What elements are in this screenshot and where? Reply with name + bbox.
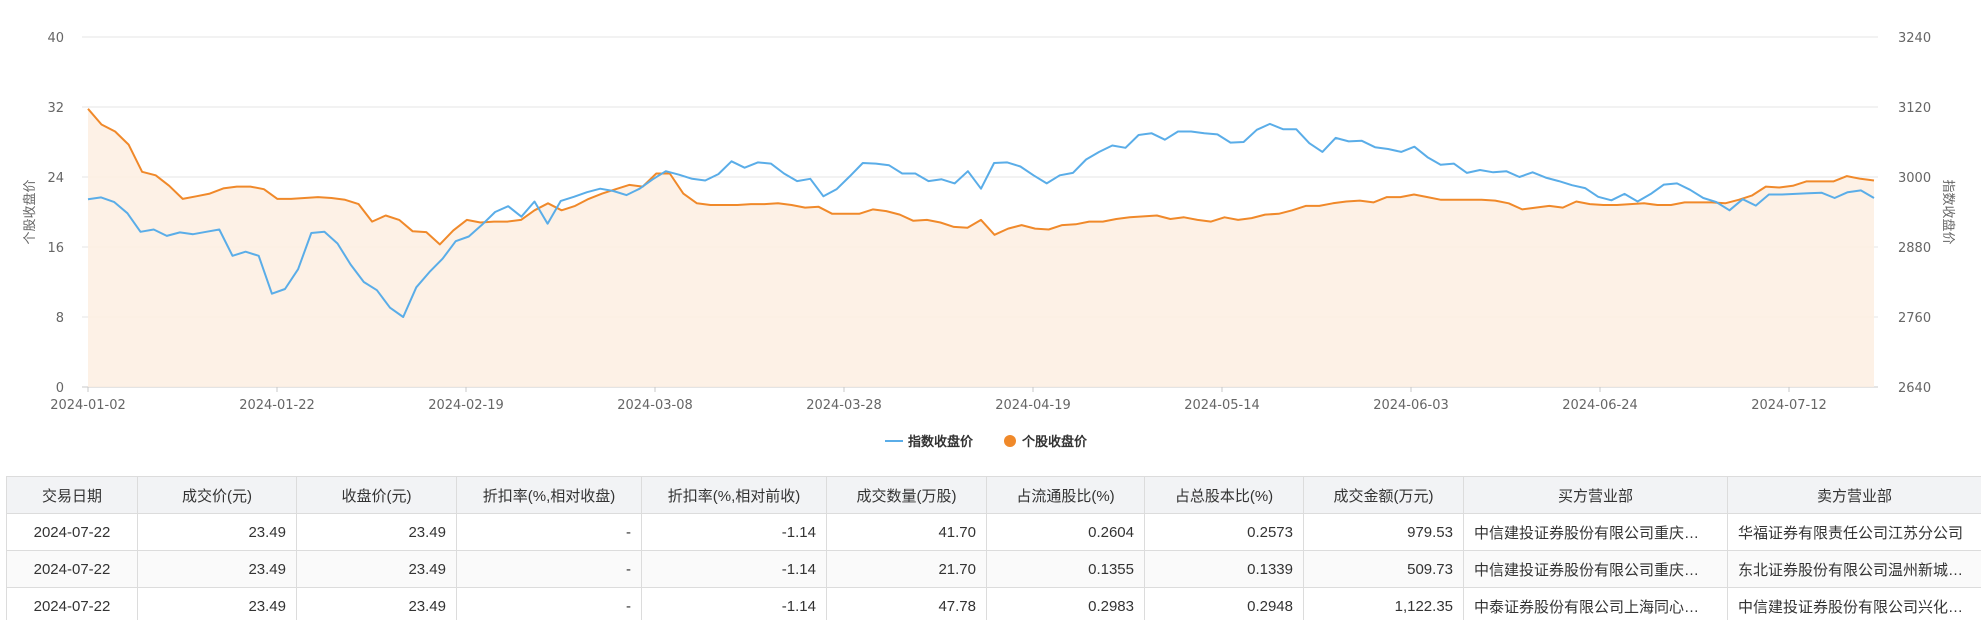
cell-seller: 华福证券有限责任公司江苏分公司 xyxy=(1727,513,1981,551)
block-trade-table-container: 交易日期 成交价(元) 收盘价(元) 折扣率(%,相对收盘) 折扣率(%,相对前… xyxy=(6,476,1981,620)
x-tick-label: 2024-03-08 xyxy=(617,398,693,413)
cell-volume: 41.70 xyxy=(826,513,987,551)
cell-total-ratio: 0.1339 xyxy=(1144,550,1304,588)
table-row: 2024-07-22 23.49 23.49 - -1.14 47.78 0.2… xyxy=(6,587,1981,620)
table-row: 2024-07-22 23.49 23.49 - -1.14 21.70 0.1… xyxy=(6,550,1981,588)
cell-close-price: 23.49 xyxy=(296,550,457,588)
cell-seller: 东北证券股份有限公司温州新城… xyxy=(1727,550,1981,588)
y-right-tick-label: 2640 xyxy=(1898,381,1931,396)
cell-trade-date: 2024-07-22 xyxy=(6,513,138,551)
header-discount-close: 折扣率(%,相对收盘) xyxy=(456,476,642,514)
y-right-tick-label: 3000 xyxy=(1898,171,1931,186)
x-tick-label: 2024-07-12 xyxy=(1751,398,1827,413)
x-tick-label: 2024-06-03 xyxy=(1373,398,1449,413)
cell-total-ratio: 0.2573 xyxy=(1144,513,1304,551)
legend-index-label: 指数收盘价 xyxy=(908,434,974,450)
x-tick-label: 2024-05-14 xyxy=(1184,398,1260,413)
y-left-tick-label: 32 xyxy=(47,101,64,116)
header-float-ratio: 占流通股比(%) xyxy=(986,476,1145,514)
header-trade-date: 交易日期 xyxy=(6,476,138,514)
cell-trade-date: 2024-07-22 xyxy=(6,587,138,620)
cell-discount-close: - xyxy=(456,550,642,588)
y-left-tick-label: 40 xyxy=(47,31,64,46)
cell-float-ratio: 0.1355 xyxy=(986,550,1145,588)
y-right-tick-label: 3240 xyxy=(1898,31,1931,46)
cell-trade-date: 2024-07-22 xyxy=(6,550,138,588)
stock-series-area xyxy=(88,108,1874,388)
cell-float-ratio: 0.2604 xyxy=(986,513,1145,551)
cell-volume: 21.70 xyxy=(826,550,987,588)
legend-stock-marker xyxy=(1004,435,1016,447)
cell-discount-prev: -1.14 xyxy=(641,513,827,551)
cell-close-price: 23.49 xyxy=(296,587,457,620)
chart-svg: 0816243240264027602880300031203240个股收盘价指… xyxy=(22,31,1956,450)
legend-stock-label: 个股收盘价 xyxy=(1021,434,1088,450)
cell-discount-prev: -1.14 xyxy=(641,550,827,588)
price-chart: 0 8 16 24 32 40 2640 2760 2880 3000 3120 3240 个股收盘价指… xyxy=(22,31,1956,450)
y-left-tick-label: 0 xyxy=(56,381,64,396)
cell-trade-price: 23.49 xyxy=(137,550,297,588)
header-close-price: 收盘价(元) xyxy=(296,476,457,514)
y-left-axis-title: 个股收盘价 xyxy=(22,179,38,244)
x-tick-label: 2024-06-24 xyxy=(1562,398,1638,413)
cell-discount-prev: -1.14 xyxy=(641,587,827,620)
header-seller: 卖方营业部 xyxy=(1727,476,1981,514)
header-total-ratio: 占总股本比(%) xyxy=(1144,476,1304,514)
cell-amount: 979.53 xyxy=(1303,513,1464,551)
cell-close-price: 23.49 xyxy=(296,513,457,551)
cell-buyer: 中信建投证券股份有限公司重庆… xyxy=(1463,513,1728,551)
header-discount-prev: 折扣率(%,相对前收) xyxy=(641,476,827,514)
x-tick-label: 2024-04-19 xyxy=(995,398,1071,413)
header-amount: 成交金额(万元) xyxy=(1303,476,1464,514)
cell-total-ratio: 0.2948 xyxy=(1144,587,1304,620)
cell-trade-price: 23.49 xyxy=(137,587,297,620)
cell-discount-close: - xyxy=(456,587,642,620)
stock-series-line xyxy=(87,108,1875,246)
x-tick-label: 2024-01-02 xyxy=(50,398,126,413)
cell-seller: 中信建投证券股份有限公司兴化… xyxy=(1727,587,1981,620)
x-tick-label: 2024-03-28 xyxy=(806,398,882,413)
header-volume: 成交数量(万股) xyxy=(826,476,987,514)
y-left-tick-label: 24 xyxy=(47,171,64,186)
x-tick-label: 2024-02-19 xyxy=(428,398,504,413)
cell-amount: 509.73 xyxy=(1303,550,1464,588)
cell-buyer: 中泰证券股份有限公司上海同心… xyxy=(1463,587,1728,620)
y-right-axis-title: 指数收盘价 xyxy=(1940,179,1956,244)
y-right-tick-label: 2880 xyxy=(1898,241,1931,256)
cell-buyer: 中信建投证券股份有限公司重庆… xyxy=(1463,550,1728,588)
cell-discount-close: - xyxy=(456,513,642,551)
cell-volume: 47.78 xyxy=(826,587,987,620)
header-buyer: 买方营业部 xyxy=(1463,476,1728,514)
index-series-line xyxy=(87,122,1875,318)
cell-trade-price: 23.49 xyxy=(137,513,297,551)
table-row: 2024-07-22 23.49 23.49 - -1.14 41.70 0.2… xyxy=(6,513,1981,551)
cell-float-ratio: 0.2983 xyxy=(986,587,1145,620)
header-trade-price: 成交价(元) xyxy=(137,476,297,514)
table-header-row: 交易日期 成交价(元) 收盘价(元) 折扣率(%,相对收盘) 折扣率(%,相对前… xyxy=(6,476,1981,514)
y-left-tick-label: 8 xyxy=(56,311,64,326)
y-right-tick-label: 3120 xyxy=(1898,101,1931,116)
block-trade-table: 交易日期 成交价(元) 收盘价(元) 折扣率(%,相对收盘) 折扣率(%,相对前… xyxy=(6,476,1981,620)
cell-amount: 1,122.35 xyxy=(1303,587,1464,620)
y-right-tick-label: 2760 xyxy=(1898,311,1931,326)
y-left-tick-label: 16 xyxy=(47,241,64,256)
x-tick-label: 2024-01-22 xyxy=(239,398,315,413)
